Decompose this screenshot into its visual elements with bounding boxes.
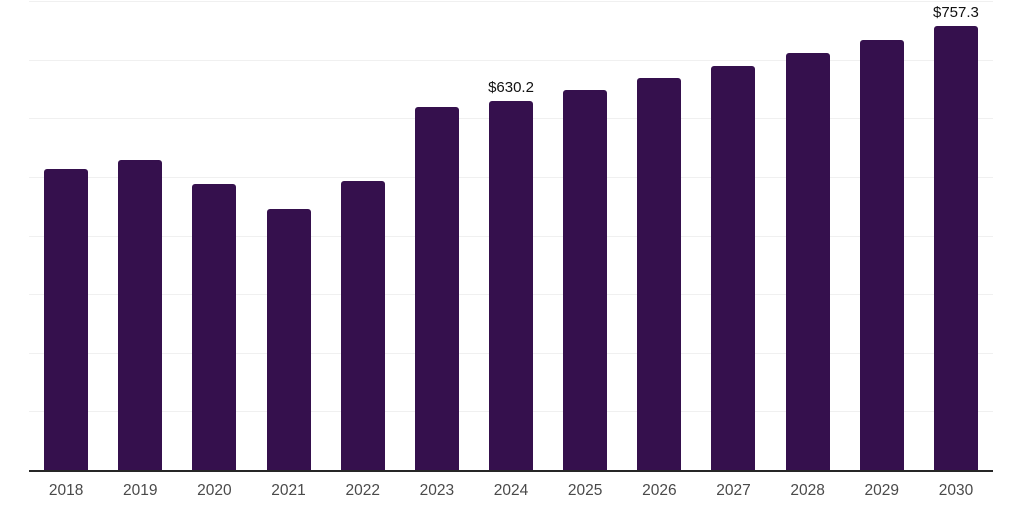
x-tick-label: 2024	[493, 482, 529, 499]
bar	[266, 208, 311, 470]
bar-group	[103, 1, 177, 470]
x-tick-label: 2020	[197, 482, 232, 499]
x-tick-label: 2019	[122, 482, 158, 499]
x-tick-label: 2022	[345, 482, 380, 499]
bar-group	[845, 1, 919, 470]
bar	[489, 100, 534, 470]
bar-value-label: $757.3	[933, 4, 979, 22]
bar-group	[622, 1, 696, 470]
bar	[637, 78, 682, 470]
bar-group	[696, 1, 770, 470]
bar-group	[177, 1, 251, 470]
x-tick-label: 2029	[864, 482, 900, 499]
bar-group	[548, 1, 622, 470]
bar-value-label: $630.2	[488, 78, 534, 96]
x-tick-label: 2027	[716, 482, 751, 499]
bar-group	[771, 1, 845, 470]
bar-group	[326, 1, 400, 470]
bar-group	[251, 1, 325, 470]
bar	[118, 159, 163, 470]
bar	[414, 106, 459, 470]
x-tick-label: 2023	[419, 482, 455, 499]
x-tick-label: 2021	[271, 482, 306, 499]
x-tick-label: 2025	[567, 482, 603, 499]
bars-container: $630.2 $757.3	[29, 1, 993, 470]
x-tick-label: 2026	[642, 482, 677, 499]
bar	[563, 89, 608, 470]
bar	[711, 65, 756, 470]
x-axis-labels: 2018 2019 2020 2021 2022 2023 2024 2025 …	[29, 482, 993, 508]
x-axis-line	[29, 470, 993, 472]
bar	[340, 180, 385, 470]
bar-group	[29, 1, 103, 470]
bar-group: $630.2	[474, 1, 548, 470]
x-tick-label: 2030	[938, 482, 974, 499]
plot-area: $630.2 $757.3	[29, 1, 993, 472]
bar-group: $757.3	[919, 1, 993, 470]
bar-group	[400, 1, 474, 470]
bar	[44, 169, 89, 470]
bar	[933, 26, 978, 470]
gridline	[29, 1, 993, 2]
x-tick-label: 2028	[790, 482, 825, 499]
bar	[192, 183, 237, 470]
bar	[859, 39, 904, 470]
gridline	[29, 59, 993, 61]
bar	[785, 52, 830, 470]
x-tick-label: 2018	[48, 482, 84, 499]
